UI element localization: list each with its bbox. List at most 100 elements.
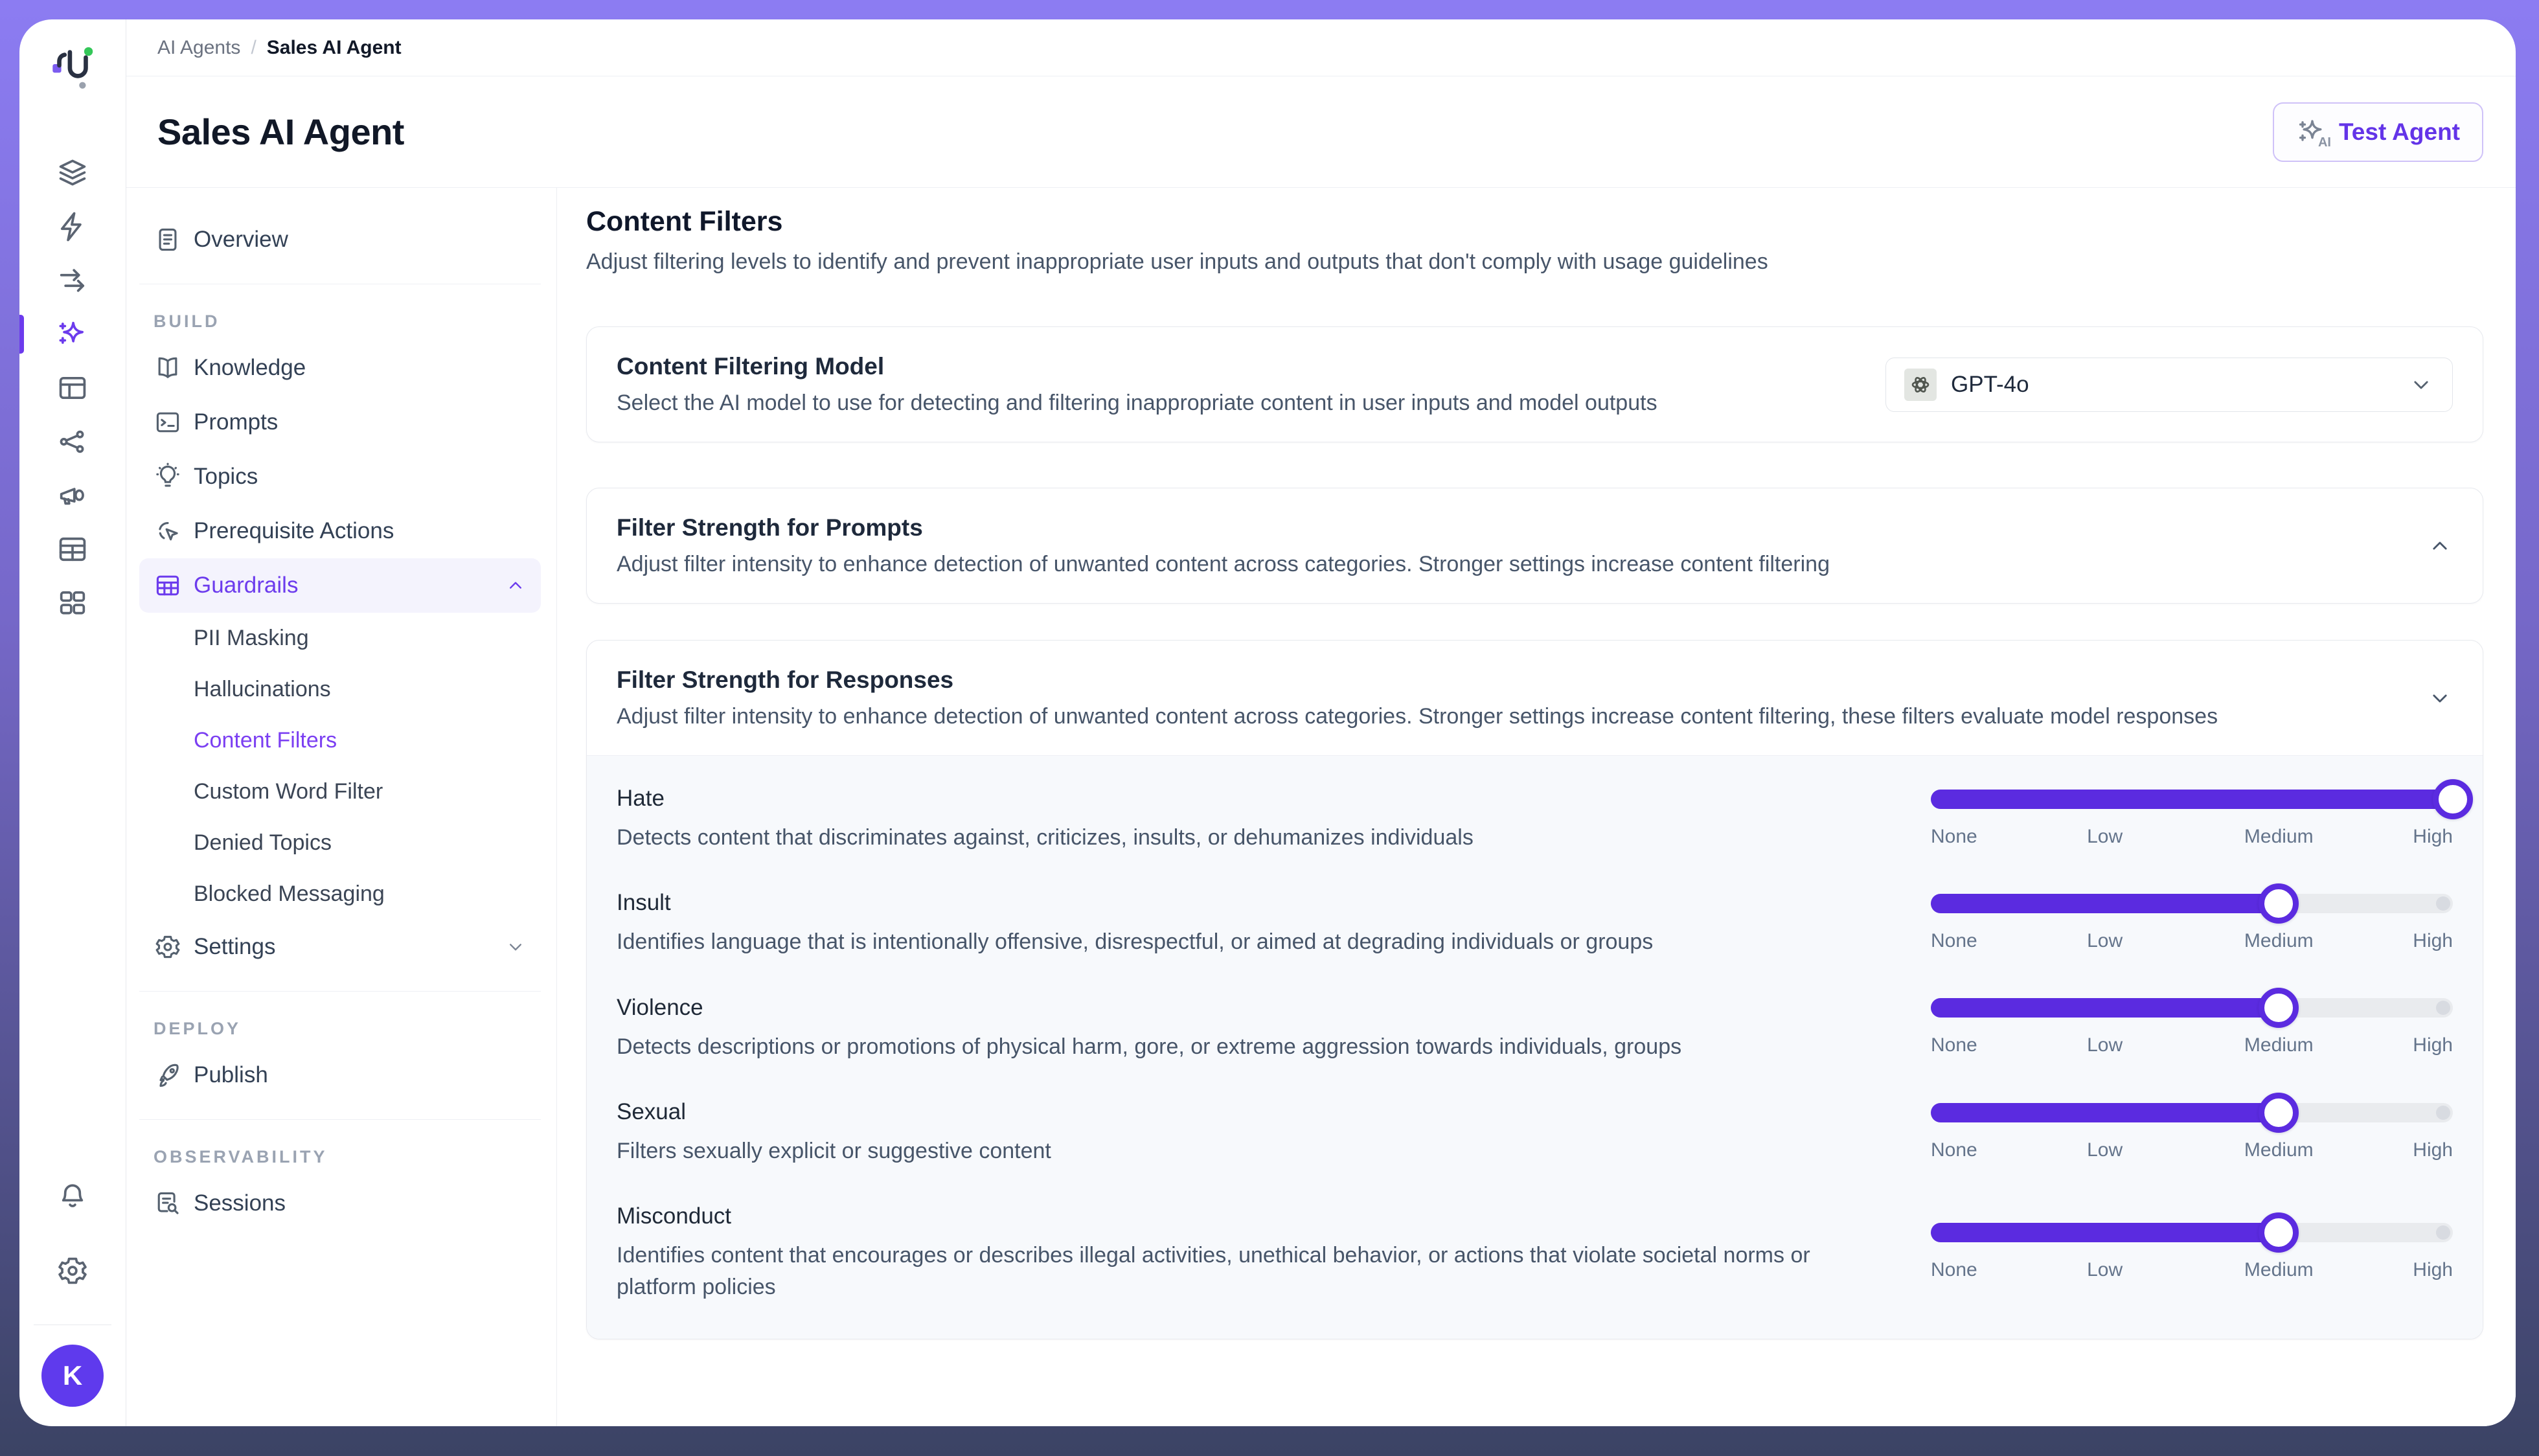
- responses-card-description: Adjust filter intensity to enhance detec…: [617, 704, 2218, 729]
- sparkle-icon[interactable]: [19, 315, 89, 354]
- responses-card-title: Filter Strength for Responses: [617, 666, 954, 693]
- slider-handle[interactable]: [2259, 988, 2299, 1029]
- arrows-right-icon[interactable]: [56, 264, 89, 297]
- filter-row-sexual: Sexual Filters sexually explicit or sugg…: [587, 1081, 2483, 1185]
- nav-sub-list: PII Masking Hallucinations Content Filters…: [139, 613, 541, 920]
- sidebar-item-topics[interactable]: Topics: [139, 449, 541, 504]
- sidebar-item-prompts[interactable]: Prompts: [139, 395, 541, 449]
- chevron-up-icon: [505, 574, 527, 597]
- docsearch-icon: [154, 1189, 182, 1218]
- model-select[interactable]: GPT-4o: [1885, 357, 2453, 412]
- sidebar-item-content-filters[interactable]: Content Filters: [194, 728, 337, 753]
- nav-group: OBSERVABILITY Sessions: [139, 1119, 541, 1231]
- sidebar-item-overview[interactable]: Overview: [139, 212, 541, 267]
- grid-icon[interactable]: [56, 586, 89, 620]
- slider-track[interactable]: [1931, 1092, 2453, 1133]
- layers-icon[interactable]: [56, 156, 89, 190]
- filter-strength-prompts-card: Filter Strength for Prompts Adjust filte…: [586, 488, 2483, 604]
- table-icon[interactable]: [56, 532, 89, 566]
- page-title: Sales AI Agent: [157, 111, 404, 152]
- share-icon[interactable]: [56, 425, 89, 459]
- section-description: Adjust filtering levels to identify and …: [586, 249, 1768, 274]
- slider-track[interactable]: [1931, 883, 2453, 924]
- breadcrumb-parent[interactable]: AI Agents: [157, 36, 241, 58]
- slider-tick-labels: None Low Medium High: [1931, 1139, 2453, 1161]
- sidebar-item-hallucinations[interactable]: Hallucinations: [194, 677, 331, 701]
- filter-row-misconduct: Misconduct Identifies content that encou…: [587, 1185, 2483, 1322]
- slider-handle[interactable]: [2259, 1092, 2299, 1133]
- sidebar-item-pii-masking[interactable]: PII Masking: [194, 626, 309, 650]
- slider-handle[interactable]: [2433, 779, 2473, 819]
- nav-group: Overview: [139, 207, 541, 267]
- filter-name: Sexual: [617, 1098, 687, 1124]
- breadcrumb: AI Agents / Sales AI Agent: [126, 19, 2516, 76]
- gear-icon[interactable]: [56, 1254, 89, 1288]
- sidebar-item-guardrails[interactable]: Guardrails: [139, 558, 541, 613]
- sidebar-item-prerequisite-actions[interactable]: Prerequisite Actions: [139, 504, 541, 558]
- icon-rail: K: [19, 19, 126, 1426]
- bell-icon[interactable]: [56, 1180, 89, 1214]
- slider-track[interactable]: [1931, 988, 2453, 1029]
- filter-name: Hate: [617, 786, 665, 811]
- breadcrumb-separator: /: [251, 36, 256, 58]
- gridtable-icon: [154, 571, 182, 600]
- filter-description: Identifies content that encourages or de…: [617, 1243, 1810, 1300]
- slider-track[interactable]: [1931, 1212, 2453, 1253]
- doc-icon: [154, 225, 182, 254]
- filter-description: Detects content that discriminates again…: [617, 825, 1474, 850]
- slider-handle[interactable]: [2259, 883, 2299, 924]
- sidebar-item-settings[interactable]: Settings: [139, 920, 541, 974]
- slider-fill: [1931, 893, 2279, 913]
- slider-tick-labels: None Low Medium High: [1931, 1034, 2453, 1056]
- slider-fill: [1931, 1223, 2279, 1243]
- megaphone-icon[interactable]: [56, 479, 89, 512]
- filter-slider-insult[interactable]: None Low Medium High: [1931, 883, 2453, 955]
- filter-slider-hate[interactable]: None Low Medium High: [1931, 779, 2473, 850]
- nav-group: DEPLOY Publish: [139, 991, 541, 1102]
- test-agent-label: Test Agent: [2338, 118, 2460, 145]
- sidebar-item-blocked-messaging[interactable]: Blocked Messaging: [194, 882, 385, 906]
- main-content: Content Filters Adjust filtering levels …: [557, 188, 2516, 1426]
- sidebar-item-publish[interactable]: Publish: [139, 1048, 541, 1102]
- app-window: K AI Agents / Sales AI Agent Sales AI Ag…: [19, 19, 2516, 1426]
- nav-group-label: DEPLOY: [154, 1019, 242, 1038]
- slider-handle[interactable]: [2259, 1212, 2299, 1253]
- slider-tick-labels: None Low Medium High: [1931, 825, 2453, 847]
- chevron-down-icon: [505, 936, 527, 958]
- filters-panel: Hate Detects content that discriminates …: [587, 755, 2483, 1339]
- filter-row-violence: Violence Detects descriptions or promoti…: [587, 977, 2483, 1081]
- slider-endcap: [2436, 1105, 2450, 1120]
- content-filtering-model-card: Content Filtering Model Select the AI mo…: [586, 326, 2483, 442]
- filter-description: Detects descriptions or promotions of ph…: [617, 1034, 1682, 1059]
- breadcrumb-current: Sales AI Agent: [266, 36, 402, 58]
- model-card-title: Content Filtering Model: [617, 353, 885, 380]
- slider-fill: [1931, 1102, 2279, 1122]
- slider-endcap: [2436, 1225, 2450, 1240]
- sidebar-item-knowledge[interactable]: Knowledge: [139, 341, 541, 395]
- bulb-icon: [154, 462, 182, 491]
- chevron-down-icon[interactable]: [2427, 685, 2453, 711]
- filter-slider-misconduct[interactable]: None Low Medium High: [1931, 1212, 2453, 1284]
- filter-row-hate: Hate Detects content that discriminates …: [587, 768, 2483, 872]
- gear-icon: [154, 933, 182, 961]
- panel-icon[interactable]: [56, 371, 89, 405]
- terminal-icon: [154, 408, 182, 437]
- sidebar-item-denied-topics[interactable]: Denied Topics: [194, 830, 332, 855]
- openai-icon: [1904, 368, 1937, 401]
- slider-track[interactable]: [1931, 779, 2473, 819]
- slider-fill: [1931, 998, 2279, 1018]
- zap-icon[interactable]: [56, 210, 89, 244]
- sidebar-item-custom-word-filter[interactable]: Custom Word Filter: [194, 779, 383, 804]
- filter-slider-sexual[interactable]: None Low Medium High: [1931, 1092, 2453, 1164]
- chevron-up-icon[interactable]: [2427, 533, 2453, 559]
- chevron-down-icon: [2408, 372, 2434, 398]
- filter-name: Misconduct: [617, 1203, 732, 1229]
- user-avatar[interactable]: K: [41, 1345, 104, 1407]
- test-agent-button[interactable]: AI Test Agent: [2272, 102, 2483, 162]
- slider-endcap: [2436, 896, 2450, 911]
- filter-slider-violence[interactable]: None Low Medium High: [1931, 988, 2453, 1059]
- model-select-value: GPT-4o: [1951, 371, 2029, 397]
- prompts-card-title: Filter Strength for Prompts: [617, 514, 923, 541]
- nav-group: BUILD Knowledge Prompts Topics Prerequisite …: [139, 284, 541, 974]
- sidebar-item-sessions[interactable]: Sessions: [139, 1176, 541, 1231]
